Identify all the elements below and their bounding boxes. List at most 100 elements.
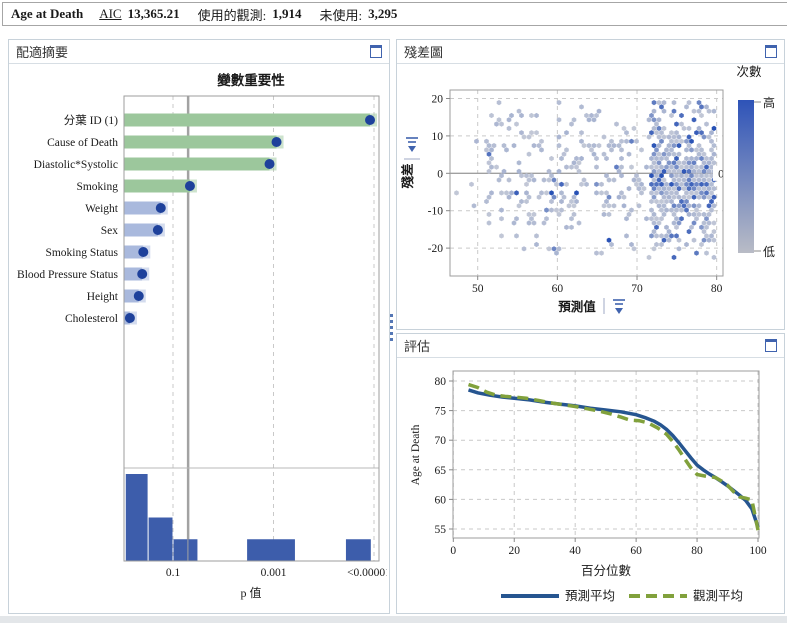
- assessment-title: 評估: [404, 339, 431, 354]
- hexbin-cells: [454, 100, 717, 260]
- category-label: Height: [87, 291, 119, 303]
- maximize-icon[interactable]: [370, 45, 382, 58]
- y-axis-title: Age at Death: [410, 424, 422, 485]
- histogram-bar: [345, 539, 371, 561]
- y-tick-label: 0: [437, 168, 443, 180]
- y-tick-label: 55: [435, 524, 447, 536]
- assessment-chart[interactable]: 0 20 40 60 80 100 55 60 65 70 75 80 Age at Death 百分位數…: [397, 358, 784, 616]
- y-axis-title: 殘差: [400, 163, 415, 188]
- histogram-bar: [247, 539, 295, 561]
- p-value-dot: [152, 225, 163, 235]
- model-summary-bar: Age at Death AIC 13,365.21 使用的觀測: 1,914 …: [2, 2, 787, 26]
- window-edge: [0, 616, 787, 623]
- x-tick-label: 80: [711, 283, 723, 295]
- p-value-dot: [137, 269, 148, 279]
- panel-splitter-handle[interactable]: [389, 314, 393, 344]
- x-tick-label: 0: [450, 545, 456, 557]
- maximize-icon[interactable]: [765, 339, 777, 352]
- unused-observations-label: 未使用:: [319, 7, 363, 23]
- y-tick-label: 70: [435, 435, 447, 447]
- histogram-bar: [125, 474, 148, 561]
- x-axis-title: 預測值: [558, 299, 596, 314]
- assessment-panel: 評估 0 20 40 60 80 100 55 60 65 70 75 80 Age at Death 百…: [396, 333, 785, 614]
- x-tick-label: 0.001: [261, 567, 287, 579]
- category-label: 分葉 ID (1): [64, 114, 118, 127]
- importance-bar: [124, 223, 158, 237]
- fit-summary-header: 配適摘要: [9, 40, 389, 64]
- importance-bar: [124, 113, 371, 127]
- category-label: Smoking: [76, 181, 118, 193]
- fit-summary-title: 配適摘要: [16, 45, 69, 60]
- legend-label-predicted: 預測平均: [565, 589, 615, 603]
- maximize-icon[interactable]: [765, 45, 777, 58]
- legend-title: 次數: [736, 65, 762, 79]
- x-tick-label: 80: [691, 545, 703, 557]
- p-value-dot: [184, 181, 195, 191]
- importance-bar: [124, 245, 144, 259]
- legend-low-label: 低: [763, 245, 775, 259]
- used-observations-label: 使用的觀測:: [197, 7, 267, 23]
- histogram-bar: [188, 539, 198, 561]
- variable-importance-chart[interactable]: 變數重要性 分葉 ID (1) Cause of Death Diastolic*Sy…: [9, 64, 391, 616]
- legend-label-observed: 觀測平均: [693, 589, 743, 603]
- y-tick-label: 75: [435, 406, 447, 418]
- residual-panel: 殘差圖 0 50 60 70 80 20 10 0 -10 -20 殘差 預測值 次數高低: [396, 39, 785, 330]
- x-tick-label: 40: [569, 545, 581, 557]
- x-tick-label: 50: [472, 283, 484, 295]
- p-value-dot: [133, 291, 144, 301]
- y-axis-filter-icon[interactable]: [406, 137, 418, 152]
- histogram-bar: [148, 517, 173, 561]
- aic-value: 13,365.21: [127, 6, 180, 21]
- histogram-bar: [173, 539, 188, 561]
- p-value-dot: [155, 203, 166, 213]
- residual-header: 殘差圖: [397, 40, 784, 64]
- y-tick-label: 80: [435, 376, 447, 388]
- x-tick-label: <0.00001: [347, 567, 387, 579]
- y-tick-label: 65: [435, 465, 447, 477]
- unused-observations-value: 3,295: [368, 6, 398, 21]
- p-value-dot: [138, 247, 149, 257]
- category-label: Cause of Death: [47, 137, 118, 149]
- p-value-dot: [365, 115, 376, 125]
- assessment-header: 評估: [397, 334, 784, 358]
- category-label: Weight: [85, 203, 119, 215]
- y-tick-label: 20: [432, 94, 444, 106]
- y-tick-label: 10: [432, 131, 444, 143]
- residual-title: 殘差圖: [404, 45, 444, 60]
- category-label: Blood Pressure Status: [17, 269, 118, 281]
- x-tick-label: 100: [749, 545, 767, 557]
- importance-bar: [124, 135, 277, 149]
- aic-link[interactable]: AIC: [99, 6, 122, 21]
- x-axis-title: 百分位數: [581, 563, 632, 578]
- p-value-dot: [264, 159, 275, 169]
- legend: 預測平均 觀測平均: [501, 589, 743, 603]
- count-gradient-bar: [738, 100, 754, 253]
- importance-bar: [124, 201, 161, 215]
- chart-title: 變數重要性: [217, 72, 285, 88]
- category-label: Smoking Status: [45, 247, 118, 259]
- x-tick-label: 60: [552, 283, 564, 295]
- assessment-svg[interactable]: 0 20 40 60 80 100 55 60 65 70 75 80 Age at Death 百分位數…: [397, 358, 782, 611]
- importance-bar: [124, 157, 270, 171]
- importance-bar: [124, 267, 143, 281]
- category-label: Cholesterol: [65, 313, 118, 325]
- p-value-dot: [271, 137, 282, 147]
- response-variable-label: Age at Death: [11, 6, 84, 21]
- y-tick-label: -10: [428, 206, 444, 218]
- x-axis-filter-icon[interactable]: [613, 299, 625, 314]
- x-tick-label: 60: [630, 545, 642, 557]
- series-line: [467, 382, 760, 531]
- p-value-dot: [124, 313, 135, 323]
- y-tick-label: 60: [435, 494, 447, 506]
- used-observations-value: 1,914: [272, 6, 302, 21]
- x-tick-label: 70: [631, 283, 643, 295]
- x-tick-label: 0.1: [166, 567, 181, 579]
- residual-chart[interactable]: 0 50 60 70 80 20 10 0 -10 -20 殘差 預測值 次數高低: [397, 64, 784, 332]
- series-line: [467, 388, 760, 528]
- legend-high-label: 高: [763, 95, 775, 110]
- fit-summary-panel: 配適摘要 變數重要性 分葉 ID (1) Cause of Death Diastol…: [8, 39, 391, 616]
- importance-bar: [124, 179, 190, 193]
- x-axis-title: p 值: [240, 585, 261, 600]
